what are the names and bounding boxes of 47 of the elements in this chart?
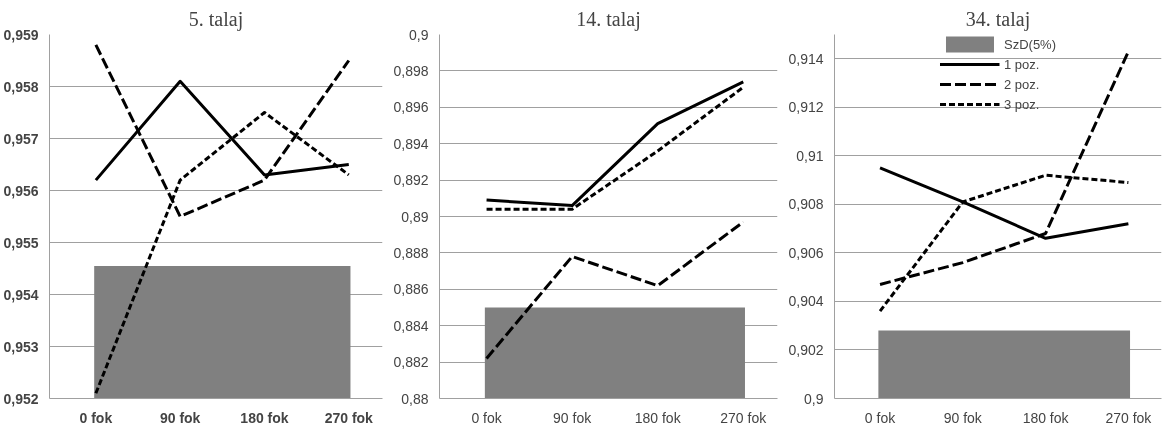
y-tick-label: 0,906 [788, 244, 824, 261]
legend-label: SzD(5%) [1003, 36, 1057, 52]
x-tick-label: 270 fok [720, 409, 768, 426]
x-tick-label: 0 fok [79, 409, 113, 426]
y-tick-label: 0,886 [393, 281, 429, 298]
y-tick-label: 0,959 [3, 26, 39, 43]
legend-label: 3 poz. [1003, 96, 1040, 112]
chart-title: 14. talaj [576, 7, 641, 31]
y-tick-label: 0,904 [788, 293, 824, 310]
x-tick-label: 180 fok [240, 409, 289, 426]
chart-title: 34. talaj [965, 7, 1031, 31]
y-tick-label: 0,89 [401, 208, 429, 225]
x-tick-label: 90 fok [159, 409, 201, 426]
x-tick-label: 180 fok [1022, 409, 1070, 426]
y-tick-label: 0,902 [788, 341, 824, 358]
y-tick-label: 0,91 [796, 147, 824, 164]
y-tick-label: 0,957 [3, 130, 39, 147]
y-tick-label: 0,894 [393, 135, 429, 152]
x-tick-label: 0 fok [471, 409, 503, 426]
y-tick-label: 0,896 [393, 99, 429, 116]
y-tick-label: 0,914 [788, 50, 824, 67]
y-tick-label: 0,912 [788, 99, 824, 116]
x-tick-label: 270 fok [1105, 409, 1153, 426]
x-tick-label: 90 fok [553, 409, 593, 426]
y-tick-label: 0,956 [3, 182, 39, 199]
line-series [485, 220, 745, 360]
y-tick-label: 0,884 [393, 317, 429, 334]
y-tick-label: 0,892 [393, 172, 429, 189]
chart-title: 5. talaj [188, 7, 244, 31]
y-tick-label: 0,958 [3, 78, 39, 95]
y-tick-label: 0,898 [393, 62, 429, 79]
y-tick-label: 0,888 [393, 244, 429, 261]
legend-label: 2 poz. [1003, 76, 1040, 92]
x-tick-label: 90 fok [943, 409, 983, 426]
y-tick-label: 0,9 [409, 26, 429, 43]
x-tick-label: 270 fok [324, 409, 374, 426]
y-tick-label: 0,952 [3, 390, 39, 407]
y-tick-label: 0,908 [788, 196, 824, 213]
y-tick-label: 0,953 [3, 338, 39, 355]
y-tick-label: 0,9 [804, 390, 824, 407]
y-tick-label: 0,88 [401, 390, 429, 407]
y-tick-label: 0,955 [3, 234, 39, 251]
legend-label: 1 poz. [1003, 56, 1040, 72]
y-tick-label: 0,882 [393, 354, 429, 371]
x-tick-label: 180 fok [634, 409, 682, 426]
x-tick-label: 0 fok [864, 409, 897, 426]
y-tick-label: 0,954 [3, 286, 39, 303]
